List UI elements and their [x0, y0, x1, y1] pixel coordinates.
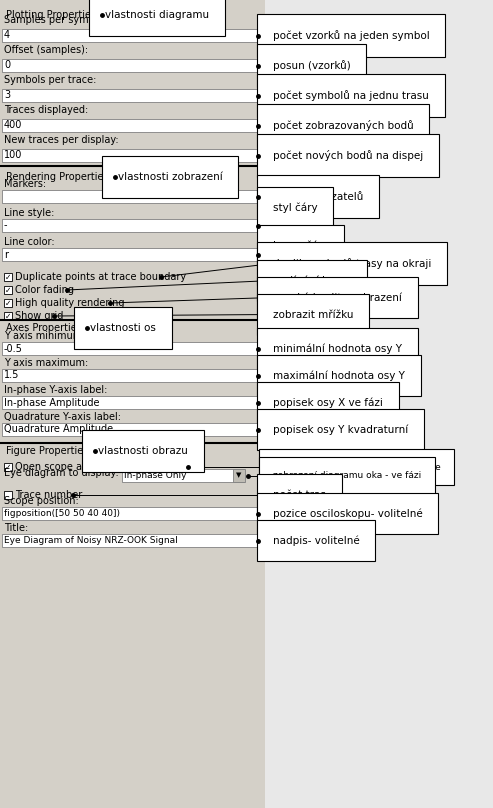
Text: 4: 4	[4, 31, 10, 40]
Bar	[2, 396, 257, 409]
Text: vysoká kvalita zobrazení: vysoká kvalita zobrazení	[273, 292, 402, 303]
Text: Quadrature Y-axis label:: Quadrature Y-axis label:	[4, 412, 121, 422]
Bar	[2, 248, 257, 261]
Text: otevřít osciloskop při startu simulace: otevřít osciloskop při startu simulace	[273, 462, 441, 472]
Text: High quality rendering: High quality rendering	[15, 298, 125, 308]
Bar	[0, 8, 265, 22]
Text: 400: 400	[4, 120, 22, 131]
Text: styl čáry: styl čáry	[273, 202, 317, 213]
Text: Traces displayed:: Traces displayed:	[4, 105, 88, 115]
Bar	[265, 0, 493, 808]
Text: New traces per display:: New traces per display:	[4, 135, 119, 145]
Text: In-phase Amplitude: In-phase Amplitude	[4, 398, 100, 407]
Bar	[2, 89, 257, 102]
Text: 3: 3	[4, 90, 10, 100]
Text: minimální hodnota osy Y: minimální hodnota osy Y	[273, 343, 402, 354]
Bar	[2, 59, 257, 72]
Text: vlastnosti os: vlastnosti os	[90, 323, 156, 333]
Bar	[2, 507, 257, 520]
Text: zobrazit mřížku: zobrazit mřížku	[273, 309, 353, 319]
Bar	[4, 463, 12, 471]
Text: Figure Properties: Figure Properties	[6, 446, 88, 456]
Text: In-phase Y-axis label:: In-phase Y-axis label:	[4, 385, 107, 395]
Bar	[2, 219, 257, 232]
Text: Plotting Properties: Plotting Properties	[6, 10, 96, 20]
Bar	[0, 0, 265, 808]
Text: -0.5: -0.5	[4, 343, 23, 354]
Bar	[2, 119, 257, 132]
Text: 100: 100	[4, 150, 22, 161]
Text: Samples per symbol:: Samples per symbol:	[4, 15, 107, 25]
Text: Rendering Properties: Rendering Properties	[6, 172, 108, 182]
Bar	[2, 29, 257, 42]
Text: Y axis minimum:: Y axis minimum:	[4, 331, 85, 341]
Text: -: -	[4, 221, 7, 230]
Text: ▼: ▼	[236, 473, 242, 478]
Text: Title:: Title:	[4, 523, 28, 533]
Text: barva čáry: barva čáry	[273, 240, 329, 250]
Bar	[122, 469, 244, 482]
Text: značky ukazatelů: značky ukazatelů	[273, 191, 363, 202]
Text: Offset (samples):: Offset (samples):	[4, 45, 88, 55]
Bar	[0, 321, 265, 335]
Text: ✓: ✓	[5, 272, 11, 281]
Text: Eye diagram to display:: Eye diagram to display:	[4, 468, 119, 478]
Text: maximální hodnota osy Y: maximální hodnota osy Y	[273, 370, 405, 381]
Text: Open scope at start of simulation: Open scope at start of simulation	[15, 462, 178, 472]
Text: posun (vzorků): posun (vzorků)	[273, 60, 351, 71]
Bar	[0, 444, 265, 458]
Text: vlastnosti diagramu: vlastnosti diagramu	[105, 10, 209, 20]
Text: nadpis- volitelné: nadpis- volitelné	[273, 535, 360, 545]
Bar	[2, 423, 257, 436]
Text: pozice osciloskopu- volitelné: pozice osciloskopu- volitelné	[273, 508, 423, 519]
Bar	[2, 190, 257, 203]
Text: Line color:: Line color:	[4, 237, 55, 247]
Text: Quadrature Amplitude: Quadrature Amplitude	[4, 424, 113, 435]
Bar	[233, 469, 245, 482]
Bar	[2, 369, 257, 382]
Text: počet vzorků na jeden symbol: počet vzorků na jeden symbol	[273, 30, 430, 41]
Text: vlastnosti obrazu: vlastnosti obrazu	[98, 446, 188, 456]
Bar	[4, 312, 12, 320]
Bar	[4, 273, 12, 281]
Bar	[2, 342, 257, 355]
Text: Trace number: Trace number	[15, 490, 82, 500]
Text: Eye Diagram of Noisy NRZ-OOK Signal: Eye Diagram of Noisy NRZ-OOK Signal	[4, 536, 178, 545]
Bar	[4, 299, 12, 307]
Text: Y axis maximum:: Y axis maximum:	[4, 358, 88, 368]
Text: Symbols per trace:: Symbols per trace:	[4, 75, 96, 85]
Text: ✓: ✓	[5, 285, 11, 294]
Text: ✓: ✓	[5, 298, 11, 308]
Text: Markers:: Markers:	[4, 179, 46, 189]
Text: popisek osy X ve fázi: popisek osy X ve fázi	[273, 398, 383, 408]
Text: Show grid: Show grid	[15, 311, 64, 321]
Bar	[2, 149, 257, 162]
Text: zobrazení diagramu oka - ve fázi: zobrazení diagramu oka - ve fázi	[273, 471, 421, 480]
Text: počet tras: počet tras	[273, 490, 326, 500]
Text: ✓: ✓	[5, 462, 11, 472]
Text: r: r	[4, 250, 8, 259]
Text: duplikace bodů trasy na okraji: duplikace bodů trasy na okraji	[273, 258, 431, 269]
Text: Duplicate points at trace boundary: Duplicate points at trace boundary	[15, 272, 186, 282]
Text: vlastnosti zobrazení: vlastnosti zobrazení	[118, 172, 223, 182]
Text: prolínání barev: prolínání barev	[273, 276, 352, 286]
Text: ✓: ✓	[5, 312, 11, 321]
Text: Scope position:: Scope position:	[4, 496, 79, 506]
Bar	[2, 534, 257, 547]
Text: popisek osy Y kvadraturní: popisek osy Y kvadraturní	[273, 424, 408, 435]
Text: počet symbolů na jednu trasu: počet symbolů na jednu trasu	[273, 90, 429, 101]
Text: 1.5: 1.5	[4, 371, 19, 381]
Bar	[4, 491, 12, 499]
Text: počet nových bodů na dispej: počet nových bodů na dispej	[273, 150, 423, 161]
Text: Line style:: Line style:	[4, 208, 54, 218]
Text: Axes Properties: Axes Properties	[6, 323, 82, 333]
Text: figposition([50 50 40 40]): figposition([50 50 40 40])	[4, 509, 120, 518]
Bar	[4, 286, 12, 294]
Text: In-phase Only: In-phase Only	[124, 471, 186, 480]
Bar	[0, 170, 265, 184]
Text: Color fading: Color fading	[15, 285, 74, 295]
Text: počet zobrazovaných bodů: počet zobrazovaných bodů	[273, 120, 414, 131]
Text: 0: 0	[4, 61, 10, 70]
